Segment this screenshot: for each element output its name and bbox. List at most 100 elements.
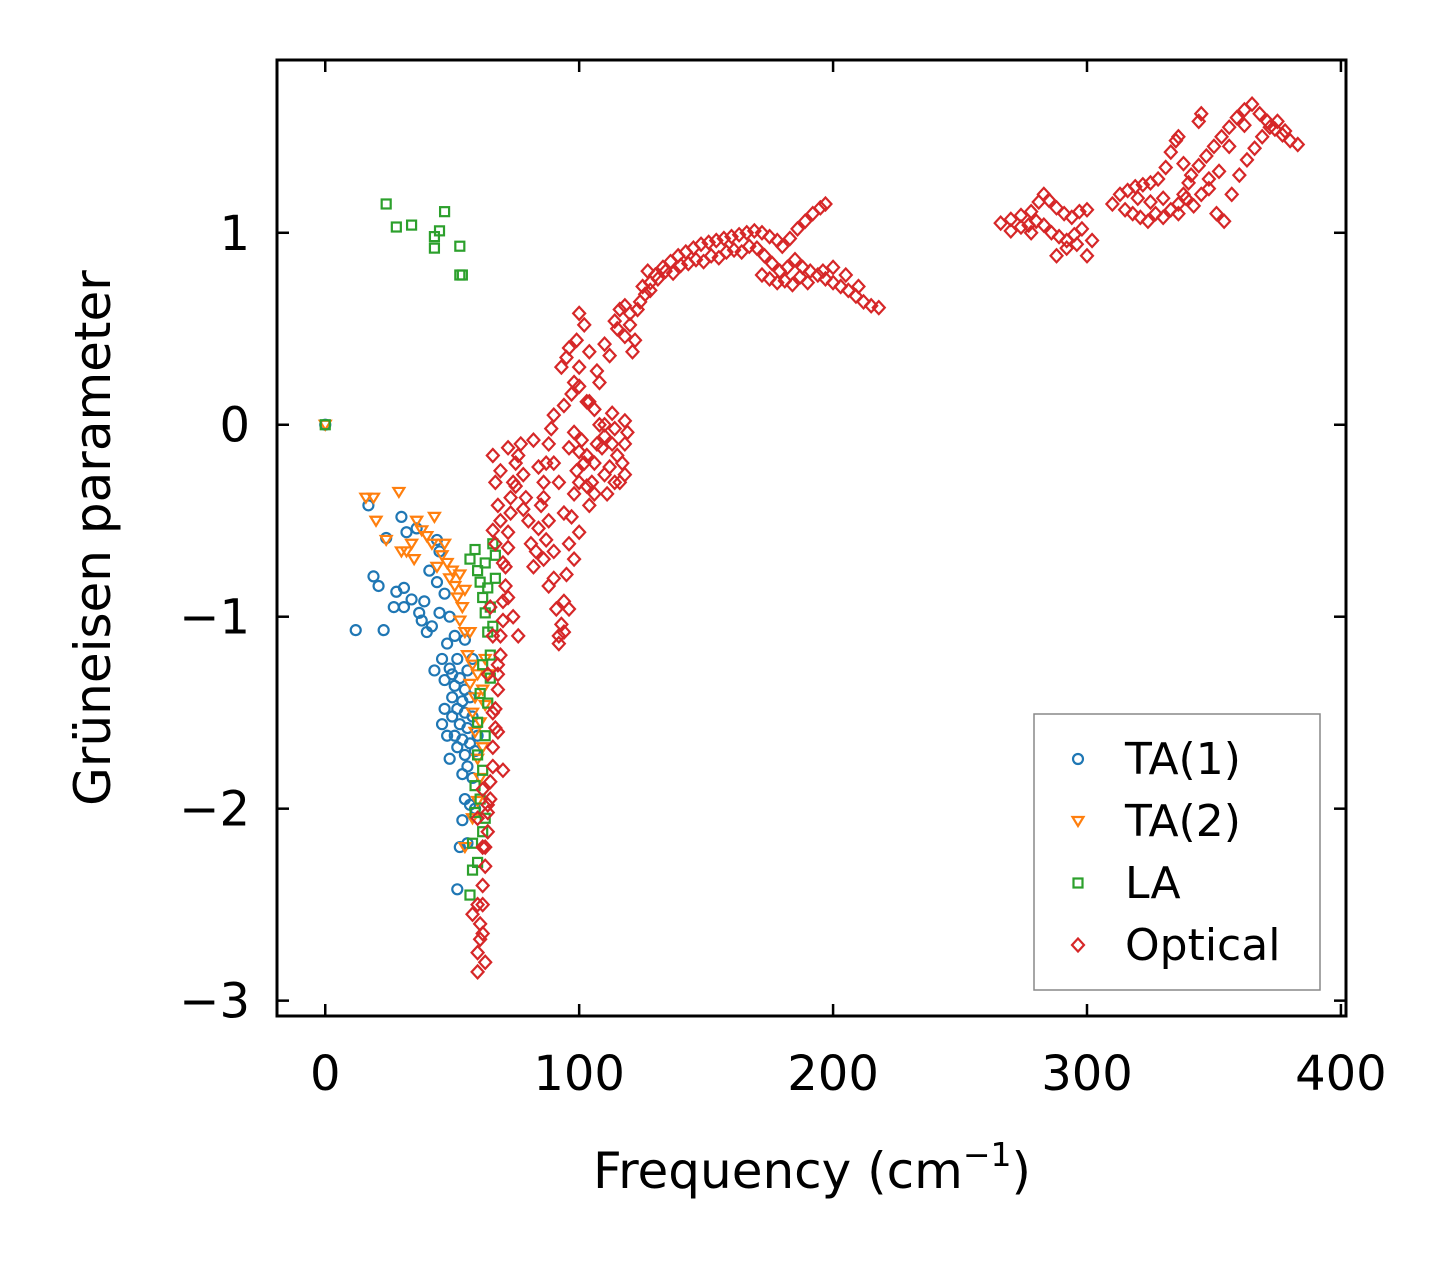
point-optical bbox=[1056, 205, 1072, 222]
point-optical bbox=[485, 522, 501, 539]
point-optical bbox=[774, 238, 790, 255]
point-optical bbox=[1104, 195, 1120, 213]
point-optical bbox=[480, 796, 496, 813]
point-optical bbox=[693, 236, 709, 253]
point-ta-2 bbox=[454, 602, 470, 615]
y-tick-label: 1 bbox=[219, 206, 250, 262]
point-ta-2 bbox=[409, 515, 425, 528]
point-optical bbox=[470, 896, 486, 913]
point-optical bbox=[470, 944, 486, 961]
point-la bbox=[471, 565, 484, 577]
point-optical bbox=[817, 195, 833, 213]
point-optical bbox=[749, 240, 765, 257]
x-tick-label: 200 bbox=[787, 1046, 879, 1102]
point-optical bbox=[548, 600, 564, 618]
point-optical bbox=[591, 374, 607, 391]
point-optical bbox=[556, 397, 572, 414]
point-optical bbox=[553, 359, 569, 376]
point-optical bbox=[754, 224, 770, 241]
point-optical bbox=[492, 512, 508, 529]
point-optical bbox=[1193, 105, 1209, 122]
point-optical bbox=[566, 485, 582, 502]
point-optical bbox=[531, 520, 547, 537]
point-optical bbox=[833, 278, 849, 295]
legend-marker-optical bbox=[1070, 936, 1086, 954]
point-optical bbox=[1214, 128, 1230, 145]
point-optical bbox=[1290, 136, 1306, 153]
point-optical bbox=[586, 455, 602, 472]
point-optical bbox=[470, 810, 486, 827]
point-ta-1 bbox=[438, 702, 451, 715]
point-optical bbox=[617, 466, 633, 483]
x-tick-label: 400 bbox=[1295, 1046, 1387, 1102]
point-ta-1 bbox=[395, 510, 408, 523]
point-optical bbox=[482, 790, 498, 808]
point-ta-2 bbox=[462, 678, 478, 692]
point-optical bbox=[1247, 140, 1263, 157]
point-optical bbox=[764, 255, 780, 272]
point-optical bbox=[500, 439, 516, 456]
point-ta-1 bbox=[397, 601, 411, 614]
point-optical bbox=[1175, 155, 1191, 172]
point-optical bbox=[665, 264, 681, 282]
point-ta-1 bbox=[418, 595, 431, 608]
point-optical bbox=[508, 478, 524, 495]
point-optical bbox=[607, 474, 623, 491]
point-optical bbox=[787, 251, 803, 268]
point-optical bbox=[475, 838, 491, 856]
point-optical bbox=[1275, 126, 1291, 143]
point-optical bbox=[556, 504, 572, 522]
point-optical bbox=[777, 272, 793, 289]
point-la bbox=[482, 582, 494, 594]
point-optical bbox=[1155, 209, 1171, 226]
point-optical bbox=[1181, 174, 1197, 191]
point-optical bbox=[1239, 151, 1255, 168]
point-optical bbox=[1211, 163, 1227, 180]
point-la bbox=[471, 749, 484, 761]
point-la bbox=[438, 206, 451, 218]
point-optical bbox=[1059, 240, 1075, 257]
point-optical bbox=[500, 589, 516, 606]
legend-items: TA(1) TA(2) LA Optical bbox=[1070, 734, 1280, 971]
point-optical bbox=[642, 282, 658, 299]
point-ta-1 bbox=[423, 564, 436, 577]
point-optical bbox=[597, 335, 613, 353]
point-ta-1 bbox=[410, 522, 423, 535]
point-la bbox=[380, 198, 392, 210]
point-optical bbox=[510, 447, 526, 464]
point-ta-1 bbox=[415, 614, 428, 627]
point-optical bbox=[477, 838, 493, 856]
point-optical bbox=[480, 823, 496, 840]
point-optical bbox=[1084, 232, 1100, 249]
point-optical bbox=[754, 266, 770, 284]
point-optical bbox=[825, 259, 841, 276]
point-la bbox=[433, 225, 446, 237]
point-optical bbox=[1003, 222, 1019, 239]
point-ta-1 bbox=[430, 576, 444, 589]
point-optical bbox=[840, 282, 856, 299]
point-optical bbox=[1023, 224, 1039, 241]
point-optical bbox=[1175, 186, 1191, 203]
point-ta-1 bbox=[438, 673, 451, 687]
point-ta-1 bbox=[435, 718, 449, 731]
point-optical bbox=[779, 259, 795, 276]
point-optical bbox=[604, 405, 620, 422]
point-optical bbox=[525, 431, 541, 449]
point-ta-1 bbox=[458, 633, 472, 646]
point-optical bbox=[1244, 96, 1260, 113]
point-ta-1 bbox=[413, 606, 426, 619]
point-optical bbox=[1041, 192, 1057, 209]
point-optical bbox=[599, 485, 615, 502]
point-optical bbox=[619, 424, 635, 441]
point-optical bbox=[1049, 199, 1065, 216]
point-la bbox=[479, 730, 491, 742]
point-optical bbox=[551, 635, 567, 652]
point-optical bbox=[1130, 190, 1146, 207]
point-optical bbox=[546, 407, 562, 424]
point-optical bbox=[607, 420, 623, 437]
point-optical bbox=[495, 612, 511, 629]
point-optical bbox=[543, 420, 559, 437]
legend-marker-ta-2 bbox=[1070, 815, 1086, 829]
point-optical bbox=[1201, 180, 1217, 197]
point-optical bbox=[1221, 138, 1237, 155]
